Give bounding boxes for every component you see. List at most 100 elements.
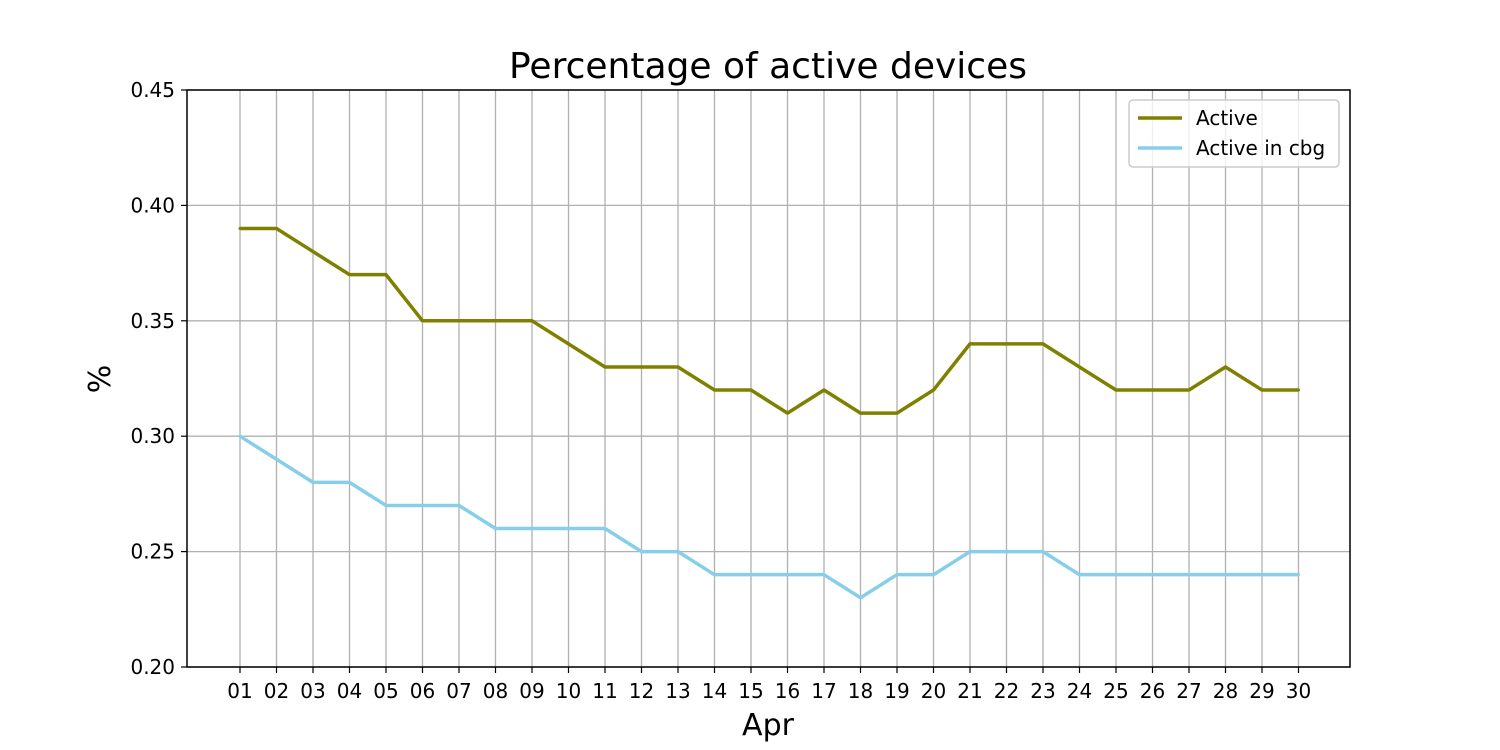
data-point xyxy=(1041,342,1045,346)
x-tick-label: 07 xyxy=(446,679,471,703)
data-point xyxy=(1078,365,1081,369)
data-point xyxy=(457,503,461,507)
x-tick-label: 02 xyxy=(264,679,289,703)
x-tick-label: 11 xyxy=(592,679,617,703)
data-point xyxy=(1151,388,1154,392)
data-point xyxy=(749,573,753,577)
y-tick-label: 0.40 xyxy=(130,193,175,217)
data-point xyxy=(238,226,242,230)
x-tick-label: 15 xyxy=(738,679,763,703)
data-point xyxy=(494,319,497,323)
legend: Active Active in cbg xyxy=(1128,99,1340,168)
x-tick-label: 30 xyxy=(1286,679,1311,703)
y-tick-label: 0.30 xyxy=(130,424,175,448)
data-point xyxy=(494,527,497,531)
x-tick-label: 10 xyxy=(556,679,581,703)
x-axis-label: Apr xyxy=(742,708,795,743)
data-point xyxy=(238,434,242,438)
data-point xyxy=(457,319,461,323)
x-tick-label: 21 xyxy=(957,679,982,703)
data-point xyxy=(1114,388,1118,392)
x-tick-label: 24 xyxy=(1067,679,1092,703)
data-point xyxy=(895,573,899,577)
x-tick-label: 14 xyxy=(702,679,727,703)
y-tick-label: 0.20 xyxy=(130,655,175,679)
x-tick-label: 17 xyxy=(811,679,836,703)
x-tick-label: 01 xyxy=(227,679,252,703)
data-point xyxy=(384,503,388,507)
data-point xyxy=(1005,550,1008,554)
data-point xyxy=(640,550,643,554)
data-point xyxy=(1187,573,1191,577)
data-point xyxy=(713,573,716,577)
data-point xyxy=(1297,573,1300,577)
x-tick-label: 04 xyxy=(337,679,362,703)
x-tick-label: 05 xyxy=(373,679,398,703)
data-point xyxy=(968,550,972,554)
x-tick-label: 19 xyxy=(884,679,909,703)
data-point xyxy=(311,250,315,254)
y-tick-label: 0.45 xyxy=(130,78,175,102)
data-point xyxy=(421,319,424,323)
x-tick-label: 22 xyxy=(994,679,1019,703)
data-point xyxy=(275,457,278,461)
data-point xyxy=(676,365,680,369)
data-point xyxy=(1187,388,1191,392)
data-point xyxy=(640,365,643,369)
x-tick-label: 18 xyxy=(848,679,873,703)
data-point xyxy=(786,411,789,415)
y-tick-label: 0.35 xyxy=(130,309,175,333)
data-point xyxy=(859,596,862,600)
data-point xyxy=(1260,573,1264,577)
data-point xyxy=(1224,365,1227,369)
data-point xyxy=(530,319,534,323)
data-point xyxy=(786,573,789,577)
data-point xyxy=(384,273,388,277)
data-point xyxy=(895,411,899,415)
x-tick-label: 29 xyxy=(1249,679,1274,703)
data-point xyxy=(567,527,570,531)
plot-area-frame xyxy=(186,89,1351,668)
data-point xyxy=(1114,573,1118,577)
x-tick-label: 20 xyxy=(921,679,946,703)
data-point xyxy=(1041,550,1045,554)
legend-label-active: Active xyxy=(1196,106,1258,130)
data-point xyxy=(348,273,351,277)
data-point xyxy=(749,388,753,392)
data-point xyxy=(1151,573,1154,577)
series-line-active-in-cbg xyxy=(239,434,1299,600)
data-point xyxy=(713,388,716,392)
y-axis: 0.20 0.25 0.30 0.35 0.40 0.45 xyxy=(130,78,187,679)
data-point xyxy=(1078,573,1081,577)
legend-label-active-in-cbg: Active in cbg xyxy=(1196,136,1325,160)
data-point xyxy=(1297,388,1300,392)
x-tick-label: 23 xyxy=(1030,679,1055,703)
x-tick-label: 08 xyxy=(483,679,508,703)
data-point xyxy=(603,527,607,531)
data-point xyxy=(1005,342,1008,346)
x-tick-label: 27 xyxy=(1176,679,1201,703)
chart-title: Percentage of active devices xyxy=(509,46,1027,87)
data-point xyxy=(932,388,935,392)
data-point xyxy=(603,365,607,369)
x-tick-label: 09 xyxy=(519,679,544,703)
data-point xyxy=(968,342,972,346)
x-axis: 01 02 03 04 05 06 07 08 09 10 11 12 13 14 15 16 17 18 19 20… xyxy=(227,667,1311,703)
data-point xyxy=(311,480,315,484)
x-tick-label: 16 xyxy=(775,679,800,703)
data-point xyxy=(567,342,570,346)
data-point xyxy=(348,480,351,484)
series-line-active xyxy=(240,226,1299,415)
data-point xyxy=(822,573,826,577)
data-point xyxy=(676,550,680,554)
data-point xyxy=(275,226,278,230)
data-point xyxy=(822,388,826,392)
y-tick-label: 0.25 xyxy=(130,540,175,564)
x-tick-label: 25 xyxy=(1103,679,1128,703)
x-tick-label: 03 xyxy=(300,679,325,703)
data-point xyxy=(859,411,862,415)
data-point xyxy=(530,527,534,531)
data-point xyxy=(1260,388,1264,392)
data-point xyxy=(1224,573,1227,577)
